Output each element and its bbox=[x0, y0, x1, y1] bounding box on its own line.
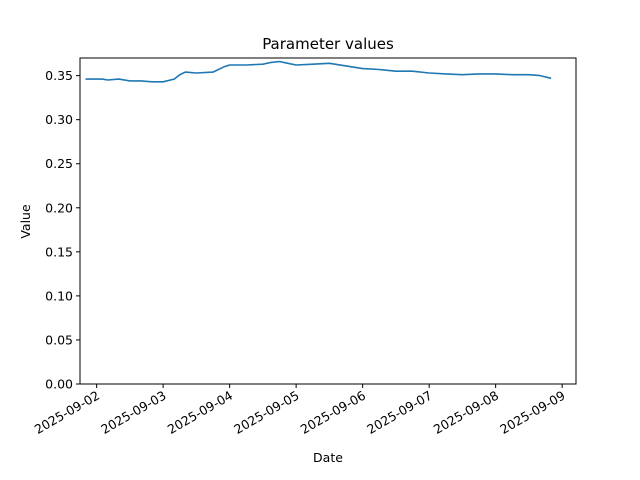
y-tick-label: 0.10 bbox=[45, 288, 73, 303]
x-tick-label: 2025-09-02 bbox=[32, 388, 102, 437]
plot-frame bbox=[79, 57, 577, 385]
x-tick-label: 2025-09-08 bbox=[431, 388, 501, 437]
x-tick-label: 2025-09-07 bbox=[364, 388, 434, 437]
y-axis-label: Value bbox=[18, 204, 33, 239]
x-axis-ticks: 2025-09-022025-09-032025-09-042025-09-05… bbox=[32, 384, 568, 437]
x-axis-label: Date bbox=[313, 450, 343, 465]
y-tick-label: 0.25 bbox=[45, 156, 73, 171]
series-line bbox=[85, 60, 552, 83]
y-tick-label: 0.35 bbox=[45, 68, 73, 83]
y-tick-label: 0.00 bbox=[45, 377, 73, 392]
y-tick-label: 0.20 bbox=[45, 200, 73, 215]
y-axis-ticks: 0.00 0.05 0.10 0.15 0.20 0.25 0.30 0.35 bbox=[45, 68, 80, 392]
series-layer bbox=[85, 60, 552, 83]
x-tick-label: 2025-09-05 bbox=[231, 388, 301, 437]
x-tick-label: 2025-09-03 bbox=[98, 388, 168, 437]
x-tick-label: 2025-09-06 bbox=[298, 388, 368, 437]
y-tick-label: 0.05 bbox=[45, 332, 73, 347]
x-tick-label: 2025-09-04 bbox=[165, 388, 235, 437]
y-tick-label: 0.15 bbox=[45, 244, 73, 259]
x-tick-label: 2025-09-09 bbox=[497, 388, 567, 437]
y-tick-label: 0.30 bbox=[45, 112, 73, 127]
chart-title: Parameter values bbox=[262, 35, 394, 53]
